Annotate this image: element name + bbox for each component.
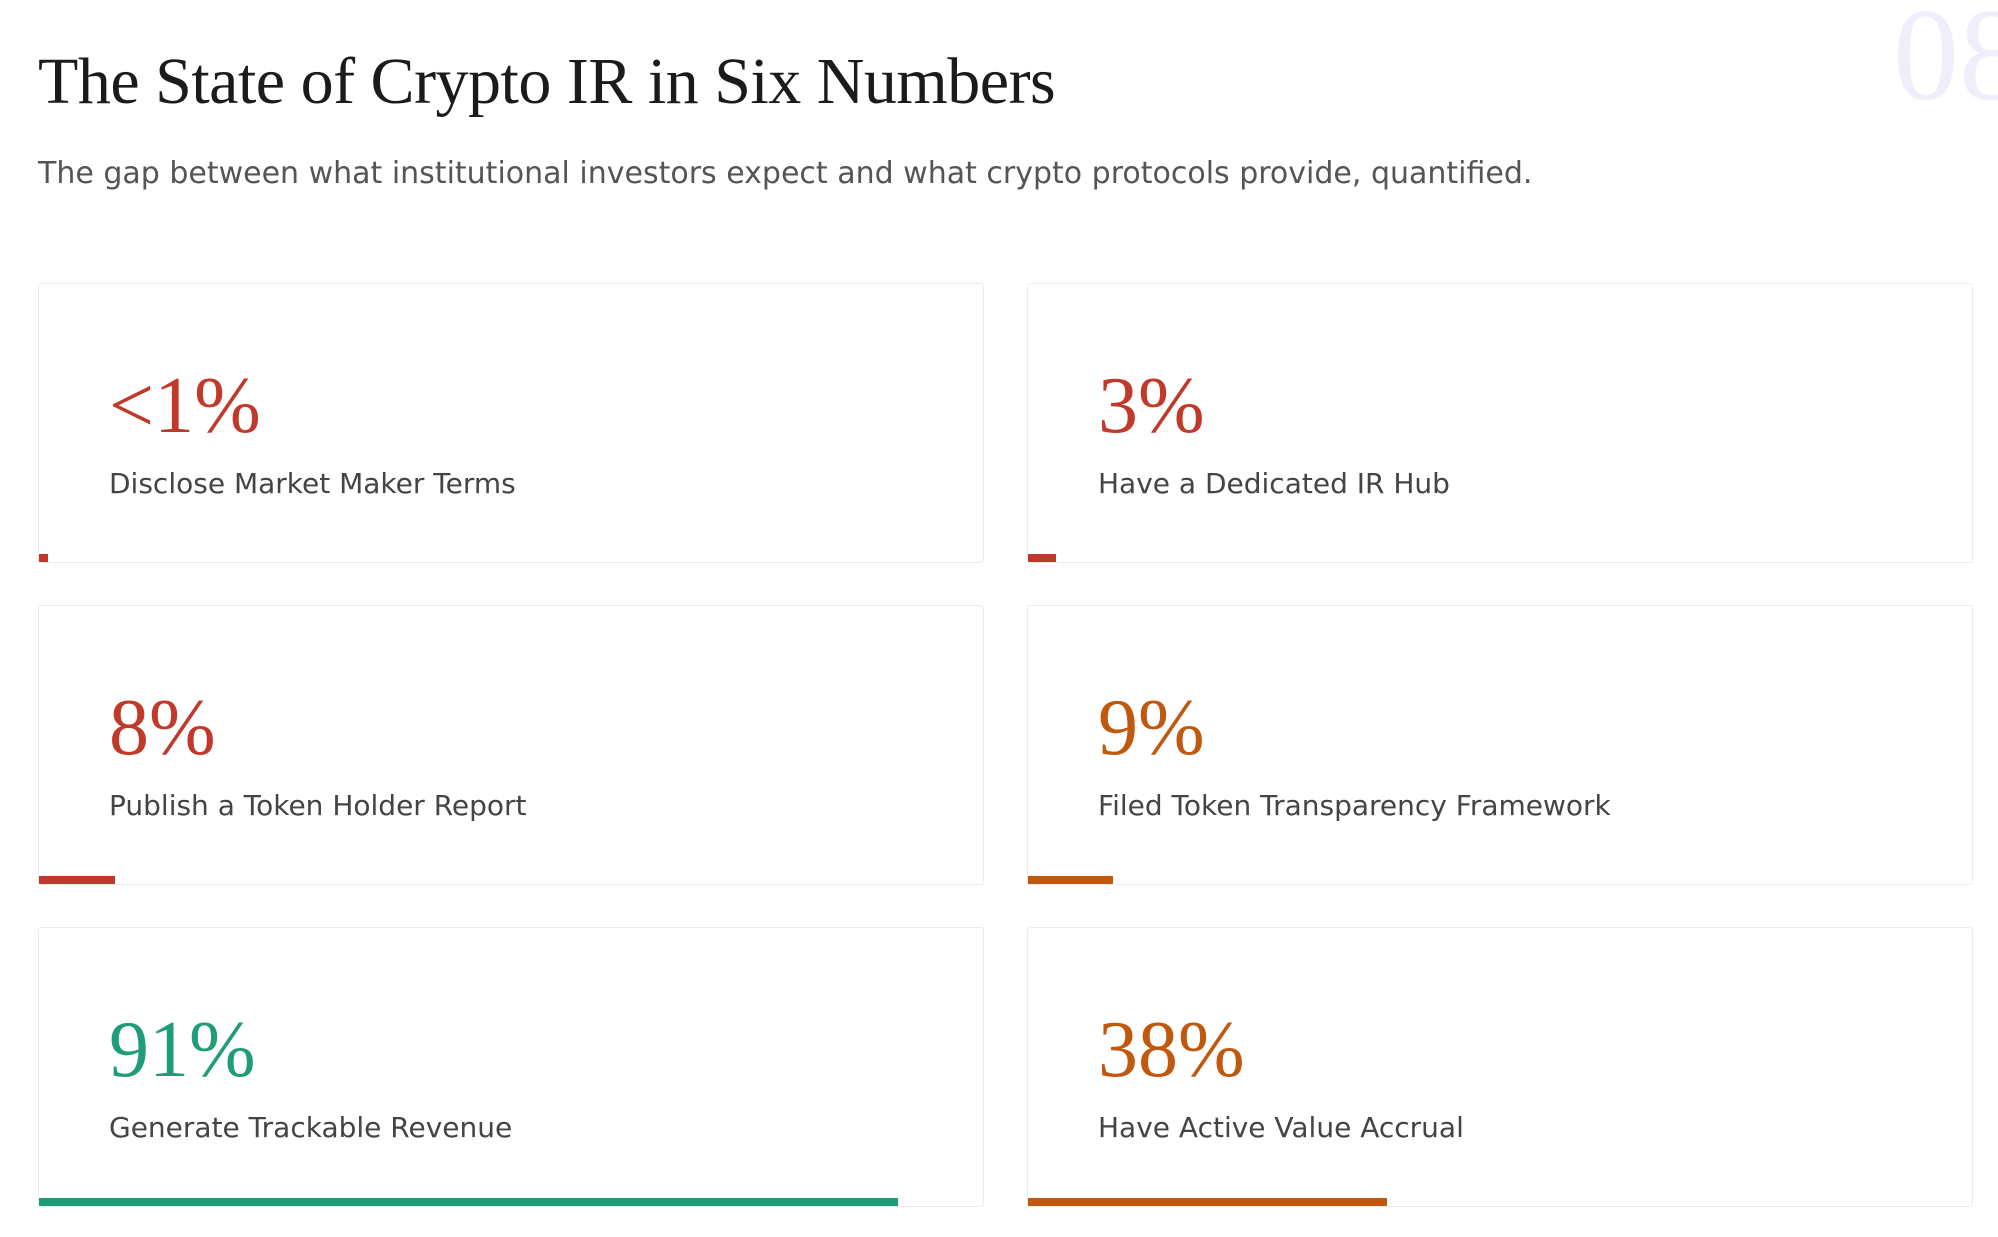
stat-card: 8% Publish a Token Holder Report	[38, 605, 984, 885]
section-number: 08	[1893, 0, 1998, 128]
progress-bar	[1028, 554, 1057, 562]
stat-label: Publish a Token Holder Report	[109, 789, 527, 822]
stat-card: 3% Have a Dedicated IR Hub	[1027, 283, 1973, 563]
progress-bar	[39, 876, 115, 884]
progress-bar	[39, 1198, 899, 1206]
stat-label: Disclose Market Maker Terms	[109, 467, 516, 500]
stat-value: 9%	[1098, 684, 1205, 772]
stat-value: 91%	[109, 1006, 256, 1094]
subtitle: The gap between what institutional inves…	[38, 156, 1533, 191]
stat-value: 3%	[1098, 362, 1205, 450]
stat-label: Have a Dedicated IR Hub	[1098, 467, 1450, 500]
stat-card: <1% Disclose Market Maker Terms	[38, 283, 984, 563]
stat-card: 91% Generate Trackable Revenue	[38, 927, 984, 1207]
stat-value: <1%	[109, 362, 261, 450]
stat-label: Filed Token Transparency Framework	[1098, 789, 1611, 822]
stat-card: 9% Filed Token Transparency Framework	[1027, 605, 1973, 885]
progress-bar	[39, 554, 49, 562]
stat-value: 38%	[1098, 1006, 1245, 1094]
progress-bar	[1028, 876, 1113, 884]
stat-label: Have Active Value Accrual	[1098, 1111, 1464, 1144]
stat-value: 8%	[109, 684, 216, 772]
title: The State of Crypto IR in Six Numbers	[38, 45, 1056, 118]
stat-card: 38% Have Active Value Accrual	[1027, 927, 1973, 1207]
progress-bar	[1028, 1198, 1387, 1206]
stat-label: Generate Trackable Revenue	[109, 1111, 513, 1144]
